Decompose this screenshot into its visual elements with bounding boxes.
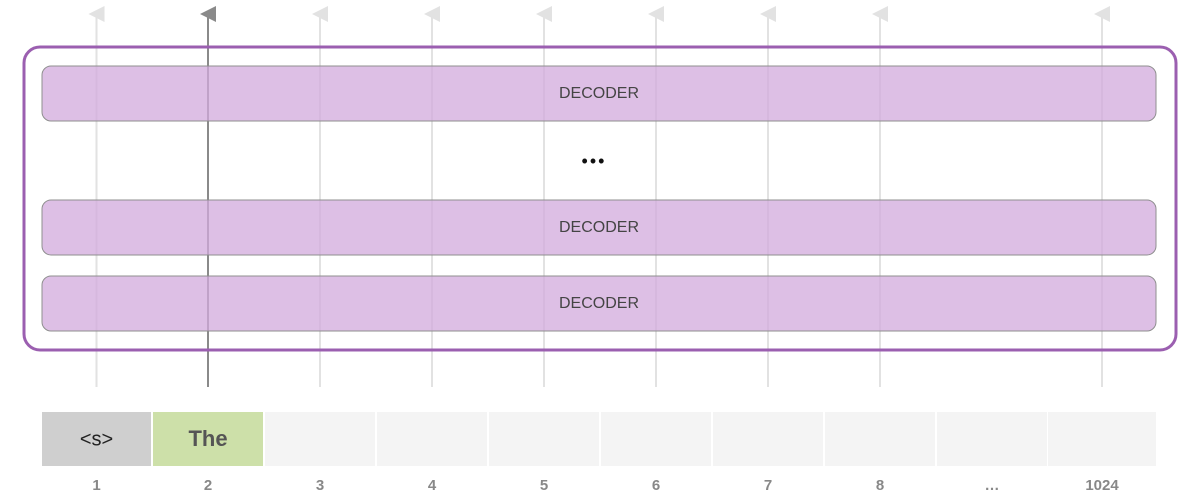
position-label: … xyxy=(985,477,1000,494)
token-cell xyxy=(489,412,599,466)
token-cell xyxy=(42,412,151,466)
position-label: 3 xyxy=(316,477,324,494)
position-label: 2 xyxy=(204,477,212,494)
position-label: 4 xyxy=(428,477,437,494)
token-cell xyxy=(937,412,1047,466)
token-cell xyxy=(825,412,935,466)
token-cell xyxy=(1048,412,1156,466)
token-cell xyxy=(377,412,487,466)
decoder-layer xyxy=(41,65,1157,122)
decoder-layers: DECODER DECODER DECODER xyxy=(41,65,1157,332)
decoder-label: DECODER xyxy=(559,219,639,236)
token: <s> xyxy=(80,428,113,450)
positions: 1 2 3 4 5 6 7 8 … 1024 xyxy=(92,477,1119,494)
token-cell xyxy=(265,412,375,466)
position-label: 6 xyxy=(652,477,660,494)
position-label: 1024 xyxy=(1085,477,1119,494)
position-label: 8 xyxy=(876,477,884,494)
position-label: 1 xyxy=(92,477,100,494)
token-cell xyxy=(601,412,711,466)
token-cell xyxy=(713,412,823,466)
decoder-layer xyxy=(41,199,1157,256)
position-label: 5 xyxy=(540,477,548,494)
decoder-stack-frame xyxy=(22,45,1178,352)
token: The xyxy=(188,426,227,451)
ellipsis: ••• xyxy=(582,151,607,171)
token-cells: <s> The xyxy=(42,412,1156,466)
decoder-label: DECODER xyxy=(559,85,639,102)
decoder-label: DECODER xyxy=(559,295,639,312)
decoder-layer xyxy=(41,275,1157,332)
token-cell xyxy=(153,412,263,466)
position-label: 7 xyxy=(764,477,772,494)
